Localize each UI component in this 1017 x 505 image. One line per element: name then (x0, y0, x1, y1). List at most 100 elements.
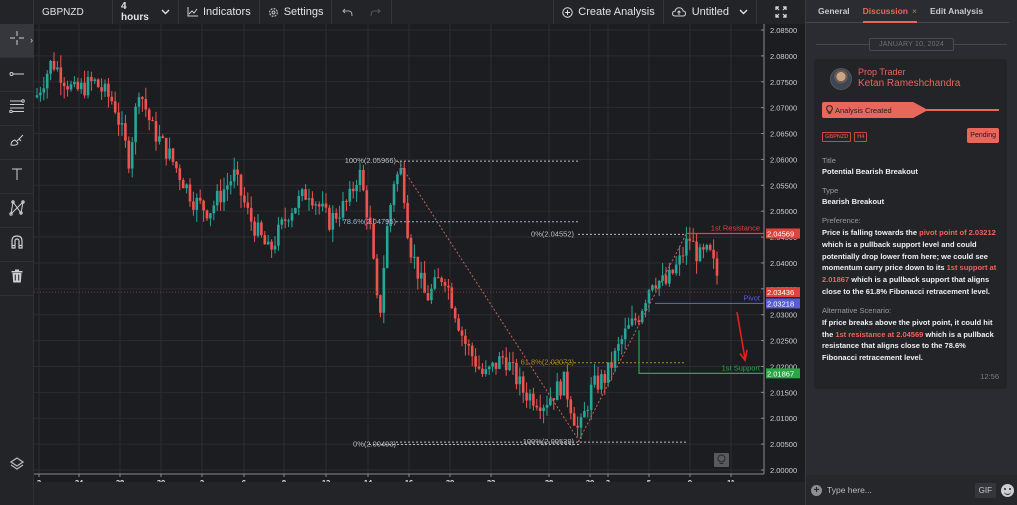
chevron-right-icon[interactable]: › (30, 35, 33, 45)
indicators-button[interactable]: Indicators (179, 0, 260, 24)
toolbar-corner (0, 0, 34, 24)
alternative-text: If price breaks above the pivot point, i… (822, 317, 999, 364)
lightbulb-icon (826, 104, 833, 116)
trend-line-tool[interactable] (0, 58, 34, 92)
author-role: Prop Trader (858, 67, 906, 77)
event-label: Analysis Created (835, 105, 892, 115)
layers-button[interactable] (0, 451, 34, 481)
brush-tool[interactable] (0, 126, 34, 160)
title-label: Title (822, 156, 836, 165)
crosshair-tool[interactable]: › (0, 24, 34, 58)
toolbar-spacer (392, 0, 555, 24)
message-input[interactable] (827, 485, 970, 495)
svg-text:2.03436: 2.03436 (767, 288, 794, 297)
tab-label: Discussion (862, 6, 909, 16)
close-tab-icon[interactable]: × (912, 6, 917, 16)
idea-button[interactable] (714, 453, 729, 467)
plus-circle-icon (562, 6, 573, 18)
interval-label: 4 hours (121, 1, 149, 23)
title-value: Potential Bearish Breakout (822, 167, 918, 176)
undo-icon[interactable] (342, 8, 353, 17)
type-label: Type (822, 186, 839, 195)
svg-text:61.8%(2.02072): 61.8%(2.02072) (521, 358, 575, 367)
svg-text:2.00000: 2.00000 (770, 466, 797, 475)
svg-text:2.05500: 2.05500 (770, 181, 797, 190)
indicators-label: Indicators (203, 6, 251, 18)
svg-text:6: 6 (242, 478, 246, 482)
settings-button[interactable]: Settings (260, 0, 333, 24)
avatar[interactable] (830, 67, 852, 90)
add-attachment-icon[interactable]: + (811, 484, 822, 496)
svg-text:2.06000: 2.06000 (770, 155, 797, 164)
svg-text:16: 16 (405, 478, 413, 482)
footer-band (34, 482, 805, 505)
gear-icon (268, 7, 279, 18)
create-analysis-button[interactable]: Create Analysis (554, 0, 664, 24)
svg-text:78.6%(2.04795): 78.6%(2.04795) (343, 217, 397, 226)
trash-icon (11, 269, 23, 288)
price-chart[interactable]: 100%(2.05966) 78.6%(2.04795) 0%(2.04552) 61… (34, 24, 805, 482)
emoji-icon[interactable] (1001, 483, 1014, 497)
message-time: 12:56 (980, 372, 999, 381)
fib-levels-icon (9, 99, 25, 118)
resistance-highlight: 1st resistance at 2.04569 (835, 329, 924, 339)
symbol-selector[interactable]: GBPNZD (34, 0, 113, 24)
svg-text:2.06500: 2.06500 (770, 130, 797, 139)
trend-line-icon (9, 66, 25, 84)
fullscreen-button[interactable] (757, 0, 805, 24)
pivot-highlight: pivot point of 2.03212 (919, 228, 996, 237)
author-block: Prop Trader Ketan Rameshchandra (822, 67, 999, 90)
magnet-icon (10, 235, 24, 254)
event-marker: Analysis Created (822, 102, 999, 118)
crosshair-icon (9, 30, 25, 51)
text-icon (11, 167, 23, 186)
pattern-tool[interactable] (0, 194, 34, 228)
support-highlight: 1st support at 2.01867 (822, 263, 997, 285)
fib-retracement-tool[interactable] (0, 92, 34, 126)
author-name[interactable]: Ketan Rameshchandra (858, 78, 961, 89)
candlestick-chart-canvas[interactable]: 100%(2.05966)78.6%(2.04795)0%(2.04552)61… (34, 24, 805, 482)
svg-text:20: 20 (446, 478, 454, 482)
create-analysis-label: Create Analysis (578, 6, 655, 18)
date-label: JANUARY 10, 2024 (869, 37, 954, 51)
tab-general[interactable]: General (818, 0, 850, 23)
svg-text:12: 12 (322, 478, 330, 482)
chevron-down-icon (161, 9, 170, 15)
svg-text:8: 8 (282, 478, 286, 482)
undo-redo-group (332, 0, 393, 24)
interval-dropdown[interactable]: 4 hours (113, 0, 179, 24)
brush-icon (9, 133, 25, 152)
text-run: If price breaks above the pivot point, i… (822, 317, 993, 339)
magnet-tool[interactable] (0, 228, 34, 262)
symbol-chip: GBPNZD (822, 132, 852, 142)
symbol-label: GBPNZD (42, 6, 84, 18)
svg-text:Pivot: Pivot (743, 293, 761, 302)
event-line (912, 109, 999, 111)
text-tool[interactable] (0, 160, 34, 194)
gif-button[interactable]: GIF (974, 482, 996, 498)
tab-edit-analysis[interactable]: Edit Analysis (930, 0, 983, 23)
delete-drawings-tool[interactable] (0, 262, 34, 296)
svg-text:2.05000: 2.05000 (770, 207, 797, 216)
svg-text:2: 2 (200, 478, 204, 482)
svg-text:2.03218: 2.03218 (767, 299, 794, 308)
svg-text:2.02500: 2.02500 (770, 337, 797, 346)
date-divider: JANUARY 10, 2024 (816, 35, 1007, 53)
panel-tabs: General Discussion × Edit Analysis (806, 0, 1009, 23)
layout-dropdown[interactable]: Untitled (664, 0, 757, 24)
svg-text:14: 14 (364, 478, 373, 482)
tab-discussion[interactable]: Discussion × (862, 0, 918, 23)
svg-text:2.01000: 2.01000 (770, 414, 797, 423)
drawing-toolbar: › (0, 24, 34, 505)
svg-text:30: 30 (586, 478, 594, 482)
status-badge: Pending (967, 128, 999, 143)
pattern-icon (9, 200, 25, 221)
type-value: Bearish Breakout (822, 197, 885, 206)
analysis-panel: General Discussion × Edit Analysis JANUA… (805, 0, 1017, 505)
svg-text:1st Support: 1st Support (722, 363, 761, 372)
svg-text:2.07000: 2.07000 (770, 104, 797, 113)
svg-text:0%(2.00493): 0%(2.00493) (353, 439, 396, 448)
svg-text:3: 3 (606, 478, 610, 482)
redo-icon[interactable] (370, 8, 382, 17)
